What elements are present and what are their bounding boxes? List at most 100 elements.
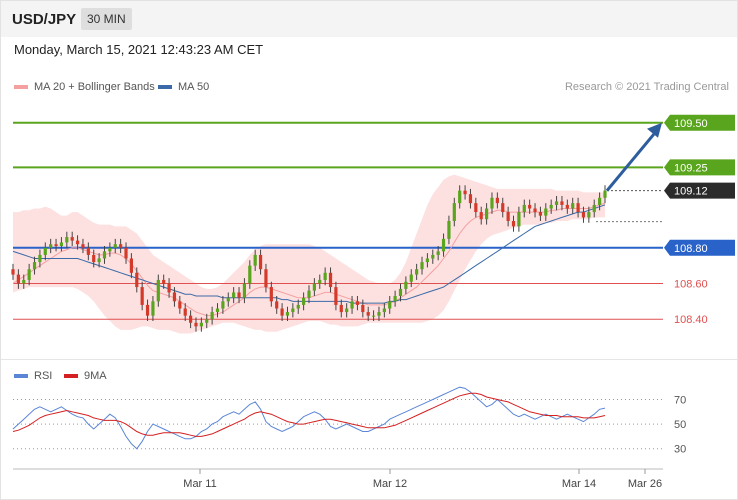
rsi-swatch	[14, 374, 28, 378]
candle-body	[167, 283, 171, 293]
candle-body	[409, 274, 413, 282]
bollinger-band	[13, 174, 605, 334]
pivot-label: 108.80	[674, 243, 708, 255]
rsi-tick-label: 70	[674, 394, 686, 406]
candle-body	[581, 212, 586, 218]
header-bar: USD/JPY 30 MIN	[1, 1, 737, 37]
candle-body	[145, 304, 150, 316]
candle-body	[129, 258, 133, 273]
resistance-label: 109.25	[674, 162, 708, 174]
9ma-legend-label: 9MA	[84, 370, 107, 382]
candle-body	[431, 254, 435, 259]
candle-body	[237, 292, 241, 298]
resistance-label: 109.50	[674, 118, 708, 130]
candle-body	[86, 247, 90, 255]
candle-body	[328, 272, 333, 288]
rsi-legend-label: RSI	[34, 370, 53, 382]
ma50-legend-label: MA 50	[178, 81, 210, 93]
candle-body	[495, 197, 499, 204]
forecast-arrow-head	[647, 122, 662, 138]
candle-body	[75, 240, 80, 245]
candle-body	[232, 292, 236, 298]
candle-body	[388, 301, 392, 309]
candle-body	[355, 301, 360, 305]
candle-body	[420, 262, 424, 270]
candle-body	[92, 254, 96, 263]
candle-body	[345, 308, 349, 313]
candle-body	[113, 244, 117, 248]
candle-body	[38, 254, 42, 263]
legend-ma20: MA 20 + Bollinger Bands	[14, 81, 155, 93]
candle-body	[194, 322, 198, 327]
legend-ma50: MA 50	[158, 81, 209, 93]
timestamp: Monday, March 15, 2021 12:43:23 AM CET	[14, 42, 264, 57]
candle-body	[189, 315, 193, 323]
candle-body	[296, 304, 300, 309]
pivot-tag	[664, 239, 735, 256]
candle-body	[522, 204, 526, 213]
candle-body	[242, 283, 247, 298]
candle-body	[11, 269, 15, 275]
ma50-swatch	[158, 85, 172, 89]
candle-body	[318, 279, 322, 284]
legend-9ma: 9MA	[64, 370, 107, 382]
candle-body	[441, 238, 446, 252]
candle-body	[517, 212, 521, 227]
candle-body	[275, 301, 279, 309]
candle-body	[528, 204, 532, 209]
candle-body	[54, 244, 58, 246]
candle-body	[248, 265, 252, 284]
candle-body	[425, 258, 429, 263]
candle-body	[468, 194, 473, 204]
candle-body	[544, 208, 548, 216]
candle-body	[210, 312, 214, 320]
candle-body	[404, 281, 408, 289]
candle-body	[533, 208, 537, 213]
candle-body	[560, 201, 564, 205]
time-tick-label: Mar 14	[562, 478, 596, 490]
candle-body	[205, 319, 209, 323]
candle-body	[172, 292, 177, 302]
timeframe-button[interactable]: 30 MIN	[81, 8, 132, 30]
current-tag	[664, 182, 735, 199]
credit-text: Research © 2021 Trading Central	[564, 81, 729, 93]
resistance-tag	[664, 114, 735, 131]
candle-body	[32, 262, 37, 270]
candle-body	[215, 308, 220, 313]
candle-body	[603, 190, 607, 198]
candle-body	[565, 204, 569, 209]
resistance-tag	[664, 159, 735, 176]
candle-body	[302, 297, 306, 305]
candle-body	[307, 290, 311, 298]
candle-body	[264, 269, 268, 288]
candle-body	[253, 254, 257, 266]
rsi-line	[12, 386, 606, 450]
candle-body	[156, 279, 160, 302]
candle-body	[323, 272, 327, 280]
candle-body	[490, 197, 494, 209]
candle-body	[102, 251, 107, 259]
candle-body	[511, 221, 516, 227]
candle-body	[269, 287, 273, 302]
symbol-label: USD/JPY	[12, 11, 77, 28]
candle-body	[199, 322, 203, 327]
candle-body	[393, 296, 397, 302]
candle-body	[162, 279, 166, 284]
candle-body	[280, 308, 284, 316]
candle-body	[65, 237, 69, 243]
candle-body	[27, 269, 31, 280]
9ma-swatch	[64, 374, 78, 378]
candle-body	[554, 201, 559, 205]
ma20-swatch	[14, 85, 28, 89]
candle-body	[226, 297, 230, 302]
pane-divider	[1, 359, 737, 360]
legend-rsi: RSI	[14, 370, 52, 382]
candle-body	[452, 203, 456, 221]
candle-body	[382, 308, 386, 313]
support-label: 108.40	[674, 314, 708, 326]
candle-body	[377, 312, 381, 316]
ma20-legend-label: MA 20 + Bollinger Bands	[34, 81, 155, 93]
candle-body	[350, 301, 354, 309]
